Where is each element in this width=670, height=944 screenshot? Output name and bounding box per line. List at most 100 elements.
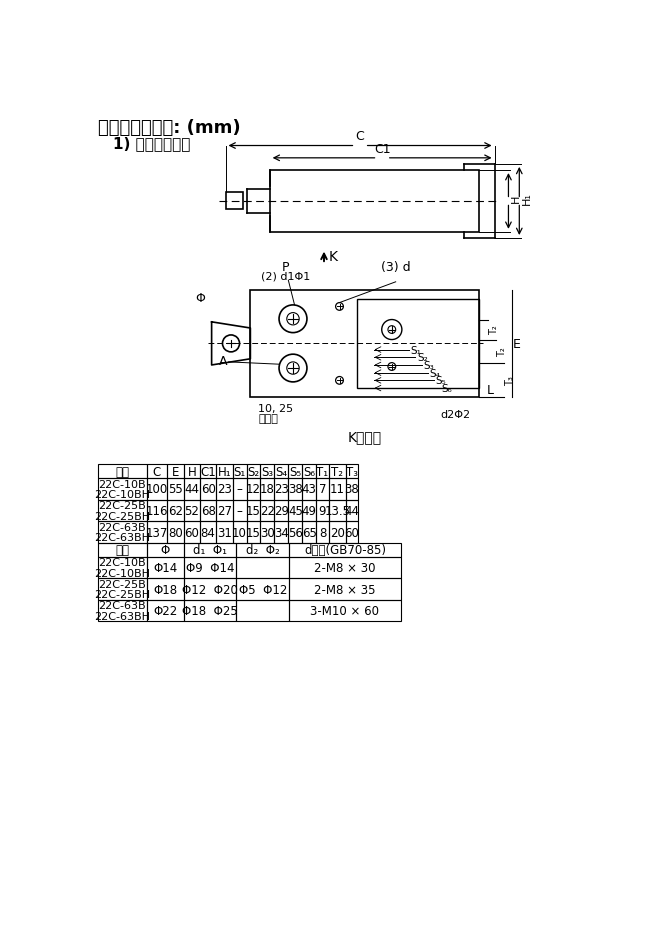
Bar <box>184 579 237 600</box>
Bar <box>346 479 358 500</box>
Bar <box>357 299 479 389</box>
Bar <box>232 464 247 479</box>
Bar <box>329 522 346 543</box>
Text: 2-M8 × 30: 2-M8 × 30 <box>314 562 376 574</box>
Text: 68: 68 <box>201 504 216 517</box>
Bar <box>275 522 288 543</box>
Text: –: – <box>237 504 243 517</box>
Bar <box>147 522 168 543</box>
Bar <box>302 464 316 479</box>
Bar <box>216 479 232 500</box>
Bar <box>200 522 216 543</box>
Bar <box>98 500 147 522</box>
Bar <box>98 557 147 579</box>
Text: 型号: 型号 <box>115 544 129 557</box>
Text: T₂: T₂ <box>497 346 507 357</box>
Text: 38: 38 <box>344 483 359 496</box>
Text: H: H <box>188 465 196 479</box>
Text: 137: 137 <box>146 526 168 539</box>
Bar <box>346 464 358 479</box>
Text: S₆: S₆ <box>442 383 452 394</box>
Bar <box>288 500 302 522</box>
Text: 23: 23 <box>217 483 232 496</box>
Bar <box>288 522 302 543</box>
Text: C: C <box>356 130 364 143</box>
Bar <box>346 500 358 522</box>
Text: S₆: S₆ <box>304 465 316 479</box>
Text: 10, 25: 10, 25 <box>258 404 293 414</box>
Text: Φ: Φ <box>196 292 206 304</box>
Text: 1) 二位二通型：: 1) 二位二通型： <box>113 136 190 151</box>
Bar <box>98 579 147 600</box>
Text: 7: 7 <box>319 483 326 496</box>
Text: 3-M10 × 60: 3-M10 × 60 <box>310 604 379 617</box>
Text: 15: 15 <box>246 526 261 539</box>
Text: 29: 29 <box>274 504 289 517</box>
Bar <box>247 500 261 522</box>
Text: 31: 31 <box>217 526 232 539</box>
Text: T₂: T₂ <box>489 326 499 335</box>
Text: E: E <box>172 465 180 479</box>
Bar <box>302 522 316 543</box>
Bar <box>261 479 275 500</box>
Bar <box>289 579 401 600</box>
Bar <box>168 464 184 479</box>
Text: Φ22: Φ22 <box>153 604 178 617</box>
Text: 49: 49 <box>302 504 317 517</box>
Text: 22C-63BH: 22C-63BH <box>94 532 150 543</box>
Bar <box>275 500 288 522</box>
Text: T₃: T₃ <box>346 465 358 479</box>
Text: 22C-10B: 22C-10B <box>98 479 146 489</box>
Text: K: K <box>329 250 338 264</box>
Text: S₅: S₅ <box>436 376 446 386</box>
Text: C1: C1 <box>200 465 216 479</box>
Bar <box>316 479 329 500</box>
Text: 22C-63B: 22C-63B <box>98 600 146 611</box>
Text: 27: 27 <box>217 504 232 517</box>
Bar <box>275 479 288 500</box>
Text: Φ: Φ <box>161 544 170 557</box>
Text: 12: 12 <box>246 483 261 496</box>
Text: Φ18  Φ25: Φ18 Φ25 <box>182 604 238 617</box>
Bar <box>184 543 237 557</box>
Text: S₂: S₂ <box>417 353 427 362</box>
Text: C: C <box>153 465 161 479</box>
Text: K向视图: K向视图 <box>348 430 382 445</box>
Bar <box>232 479 247 500</box>
Bar <box>147 543 184 557</box>
Text: 84: 84 <box>201 526 216 539</box>
Bar <box>226 194 243 211</box>
Bar <box>302 479 316 500</box>
Bar <box>275 464 288 479</box>
Bar <box>237 557 289 579</box>
Text: d₁  Φ₁: d₁ Φ₁ <box>193 544 227 557</box>
Bar <box>232 522 247 543</box>
Text: Φ5  Φ12: Φ5 Φ12 <box>239 582 287 596</box>
Text: 80: 80 <box>168 526 183 539</box>
Text: 60: 60 <box>201 483 216 496</box>
Text: –: – <box>237 483 243 496</box>
Text: 18: 18 <box>260 483 275 496</box>
Text: 34: 34 <box>274 526 289 539</box>
Text: 型号: 型号 <box>115 465 129 479</box>
Bar <box>302 500 316 522</box>
Text: 20: 20 <box>330 526 344 539</box>
Bar <box>147 464 168 479</box>
Bar <box>98 522 147 543</box>
Text: 22C-25B: 22C-25B <box>98 500 146 511</box>
Text: T₂: T₂ <box>331 465 343 479</box>
Bar <box>200 500 216 522</box>
Text: S₃: S₃ <box>423 361 434 371</box>
Bar <box>288 479 302 500</box>
Text: 38: 38 <box>288 483 303 496</box>
Text: 60: 60 <box>344 526 359 539</box>
Text: S₅: S₅ <box>289 465 302 479</box>
Text: (3) d: (3) d <box>381 261 411 273</box>
Text: Φ12  Φ20: Φ12 Φ20 <box>182 582 238 596</box>
Bar <box>147 600 184 622</box>
Text: 9: 9 <box>319 504 326 517</box>
Text: d螺钉(GB70-85): d螺钉(GB70-85) <box>304 544 386 557</box>
Text: 55: 55 <box>168 483 183 496</box>
Bar <box>98 543 147 557</box>
Text: S₄: S₄ <box>429 368 440 379</box>
